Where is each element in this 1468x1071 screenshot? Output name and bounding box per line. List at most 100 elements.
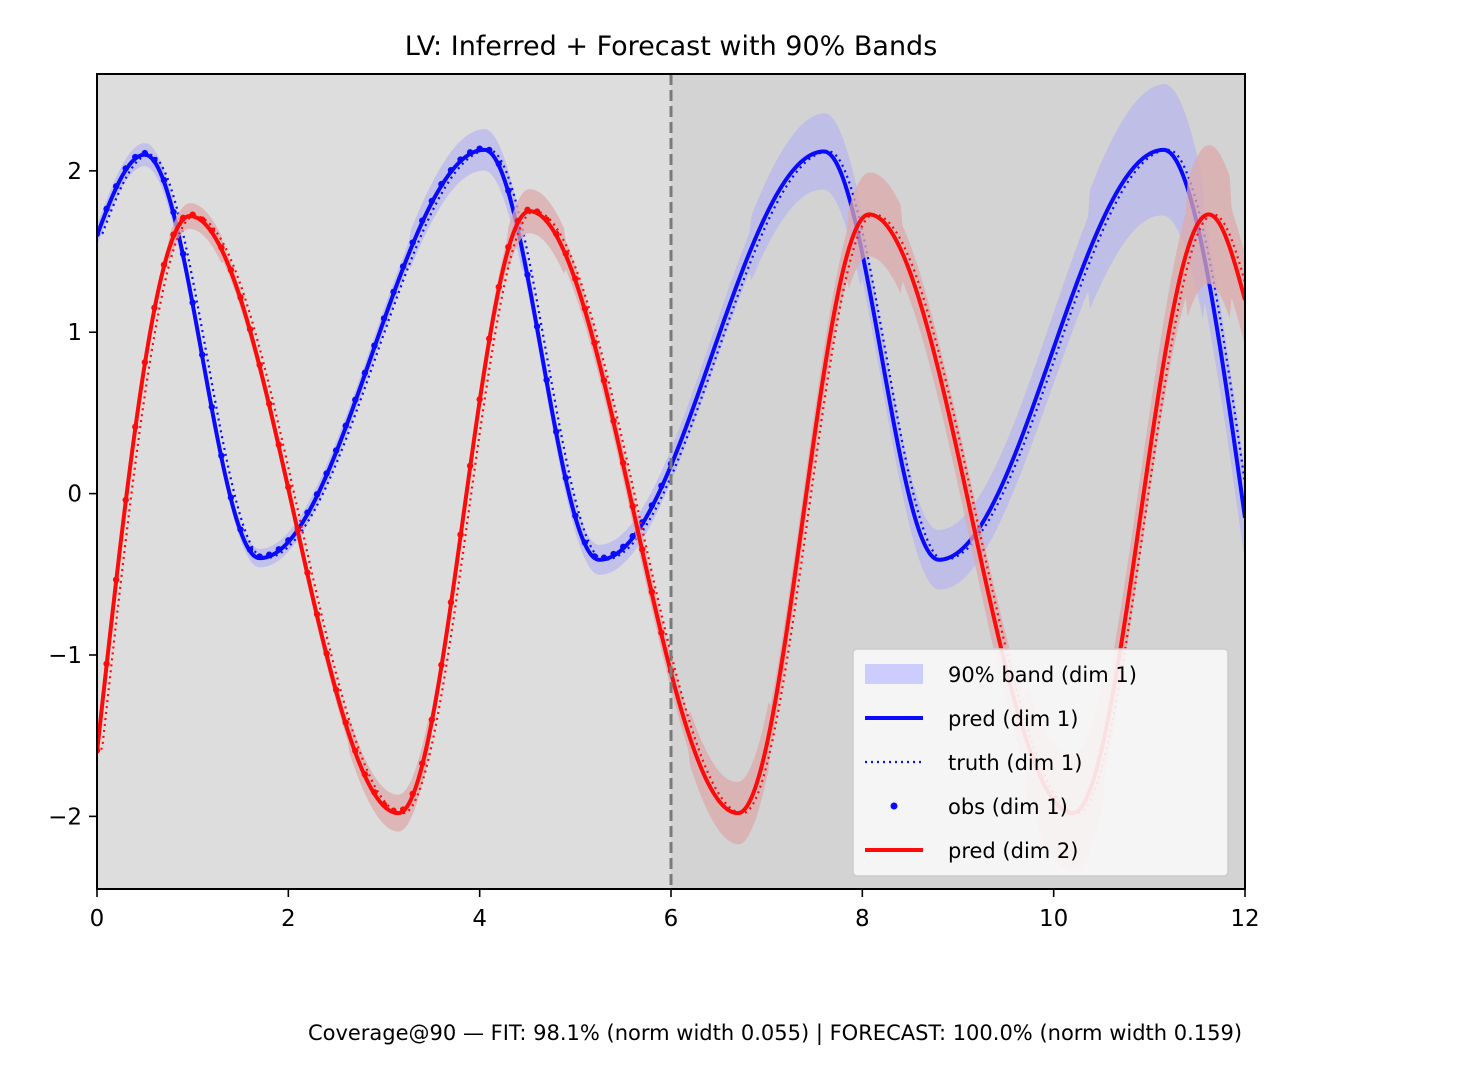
legend-label: pred (dim 1) xyxy=(948,707,1078,731)
obs-point xyxy=(505,187,512,194)
obs-point xyxy=(466,462,474,470)
obs-point xyxy=(266,400,273,407)
obs-point xyxy=(218,244,225,251)
obs-point xyxy=(543,216,550,223)
y-tick-label: −1 xyxy=(48,643,82,669)
obs-point xyxy=(495,283,502,291)
obs-point xyxy=(342,719,349,726)
legend-box xyxy=(852,648,1229,877)
truth-line-dim-2 xyxy=(97,210,1245,815)
legend-label: truth (dim 1) xyxy=(948,751,1082,775)
obs-point xyxy=(619,543,627,551)
obs-point xyxy=(151,156,158,164)
obs-point xyxy=(533,208,541,215)
obs-point xyxy=(658,482,665,490)
obs-point xyxy=(409,239,416,246)
obs-point xyxy=(256,361,263,369)
obs-point xyxy=(581,539,589,546)
obs-point xyxy=(304,509,311,516)
obs-point xyxy=(218,452,225,459)
y-tick-label: 1 xyxy=(67,320,82,346)
legend-entry: pred (dim 1) xyxy=(865,707,1078,731)
obs-point xyxy=(390,288,397,296)
obs-point xyxy=(371,789,378,796)
obs-point xyxy=(361,771,369,778)
obs-point xyxy=(648,588,656,596)
obs-point xyxy=(103,660,110,668)
obs-point xyxy=(352,396,359,403)
x-tick-label: 4 xyxy=(472,906,487,932)
obs-point xyxy=(160,176,168,184)
legend-entry: obs (dim 1) xyxy=(890,795,1068,819)
obs-point xyxy=(457,156,464,163)
obs-point xyxy=(562,474,569,482)
legend-entry: truth (dim 1) xyxy=(865,751,1082,775)
obs-point xyxy=(352,747,359,755)
obs-point xyxy=(266,551,273,558)
band-dim-1 xyxy=(97,84,1245,590)
obs-point xyxy=(332,447,340,454)
obs-point xyxy=(390,807,397,814)
obs-point xyxy=(610,550,617,558)
obs-point xyxy=(122,496,129,504)
obs-point xyxy=(237,526,244,533)
obs-point xyxy=(170,208,177,216)
obs-point xyxy=(151,304,158,311)
obs-dim-1 xyxy=(97,145,675,561)
obs-point xyxy=(141,359,149,366)
y-tick-label: 2 xyxy=(67,159,82,185)
obs-point xyxy=(505,243,512,251)
obs-point xyxy=(476,145,483,152)
obs-point xyxy=(399,263,407,270)
obs-point xyxy=(419,760,426,767)
x-tick-label: 2 xyxy=(281,906,296,932)
obs-point xyxy=(227,266,235,274)
obs-point xyxy=(103,205,110,213)
obs-point xyxy=(294,526,302,534)
obs-point xyxy=(332,686,340,694)
legend-swatch-dot xyxy=(890,802,898,810)
obs-point xyxy=(629,503,636,510)
obs-point xyxy=(524,206,531,214)
obs-point xyxy=(256,553,263,560)
obs-point xyxy=(189,211,196,218)
obs-point xyxy=(323,650,330,657)
obs-point xyxy=(141,149,149,157)
obs-point xyxy=(380,315,388,322)
obs-point xyxy=(380,801,388,808)
chart-title: LV: Inferred + Forecast with 90% Bands xyxy=(405,31,938,62)
obs-point xyxy=(246,326,254,333)
obs-point xyxy=(486,335,493,342)
legend-entry: 90% band (dim 1) xyxy=(865,663,1137,687)
obs-point xyxy=(199,351,206,359)
obs-point xyxy=(591,339,598,347)
obs-point xyxy=(160,261,168,269)
obs-point xyxy=(562,250,569,257)
x-tick-label: 8 xyxy=(855,906,870,932)
obs-point xyxy=(600,554,608,561)
x-tick-label: 10 xyxy=(1039,906,1068,932)
obs-point xyxy=(179,250,187,258)
legend-label: obs (dim 1) xyxy=(948,795,1068,819)
obs-point xyxy=(409,790,416,798)
y-tick-label: 0 xyxy=(67,482,82,508)
obs-point xyxy=(438,661,445,669)
obs-point xyxy=(304,569,311,576)
obs-point xyxy=(227,494,235,501)
obs-point xyxy=(189,299,196,306)
obs-point xyxy=(122,165,129,172)
obs-point xyxy=(447,166,455,174)
obs-point xyxy=(533,323,541,330)
obs-point xyxy=(112,576,120,583)
plot-area xyxy=(97,74,1245,889)
obs-point xyxy=(486,146,493,154)
legend-label: pred (dim 2) xyxy=(948,839,1078,863)
obs-point xyxy=(639,546,646,553)
x-tick-label: 0 xyxy=(90,906,105,932)
obs-point xyxy=(285,537,292,544)
obs-point xyxy=(629,533,636,540)
obs-point xyxy=(399,806,407,813)
obs-point xyxy=(572,512,579,520)
